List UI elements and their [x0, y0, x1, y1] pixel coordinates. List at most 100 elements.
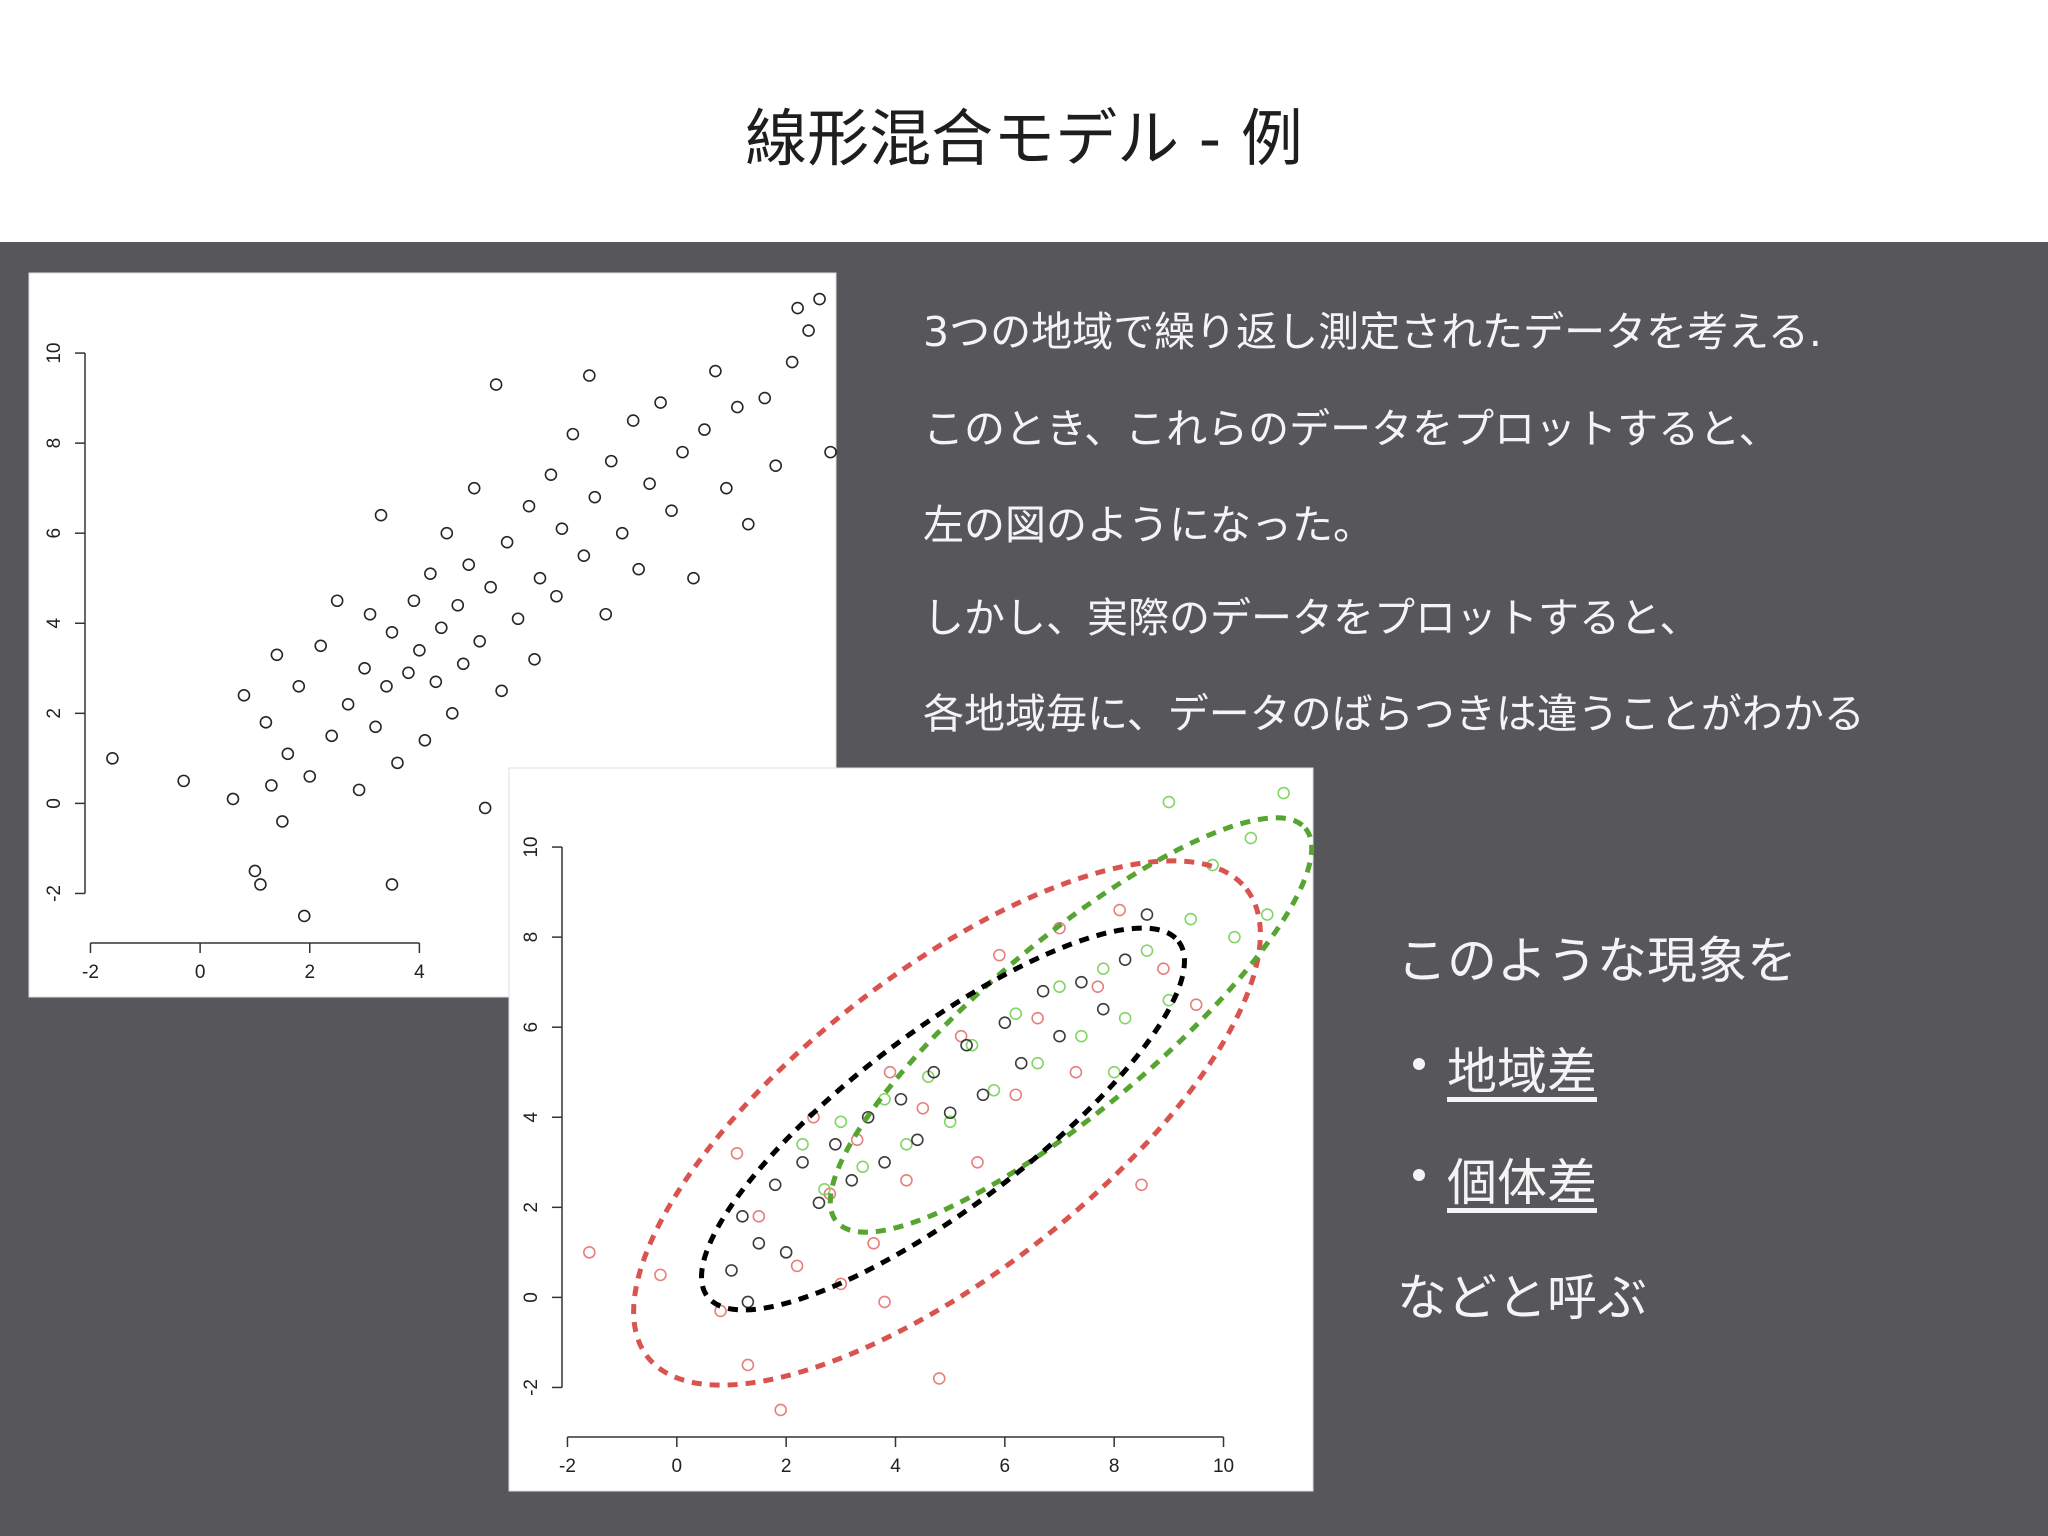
point [709, 364, 722, 378]
point [500, 535, 514, 549]
point [1184, 912, 1198, 926]
point [511, 612, 525, 626]
point [741, 517, 755, 531]
point [813, 292, 826, 306]
region-outline [827, 815, 1315, 1235]
x-tick-label: -2 [559, 1456, 576, 1477]
point [829, 1137, 842, 1151]
point [1075, 1029, 1088, 1043]
region-outline [631, 858, 1263, 1388]
point [1244, 831, 1258, 845]
chart-background [508, 767, 1314, 1492]
point [665, 504, 678, 517]
point [369, 720, 382, 734]
point [1096, 1002, 1110, 1016]
point [1014, 1056, 1028, 1070]
paragraph: しかし、実際のデータをプロットすると、 [923, 594, 1701, 642]
point [297, 909, 311, 923]
point [445, 707, 459, 720]
y-tick-label: 10 [44, 342, 65, 363]
point [1189, 998, 1203, 1011]
point [802, 324, 815, 337]
y-tick-label: 4 [44, 618, 65, 629]
point [544, 468, 558, 481]
y-tick-label: 6 [44, 528, 65, 539]
point [462, 558, 476, 572]
y-tick-label: 0 [44, 798, 65, 809]
point [407, 594, 421, 608]
point [1140, 944, 1154, 957]
point [451, 598, 465, 612]
point [1053, 1029, 1066, 1043]
point [796, 1137, 809, 1151]
point [1031, 1011, 1044, 1025]
point [960, 1038, 973, 1052]
point [900, 1137, 913, 1151]
point [424, 567, 437, 581]
summary-item: 地域差 [1447, 1043, 1597, 1101]
point [550, 589, 563, 603]
point [303, 770, 317, 783]
point [894, 1092, 908, 1106]
point [790, 1259, 804, 1273]
point [1260, 908, 1274, 921]
point [1113, 903, 1126, 917]
point [769, 459, 783, 472]
header [0, 0, 2048, 242]
point [824, 445, 837, 459]
point [352, 783, 366, 797]
point [741, 1358, 755, 1372]
point [341, 698, 355, 711]
point [911, 1133, 924, 1147]
point [954, 1029, 968, 1043]
point [1277, 786, 1290, 800]
point [632, 562, 645, 576]
point [435, 621, 448, 635]
point [752, 1210, 766, 1223]
point [791, 301, 804, 315]
point [237, 689, 251, 702]
point [993, 948, 1006, 962]
point [391, 756, 404, 770]
bullet [1413, 1058, 1425, 1070]
point [654, 1268, 667, 1282]
point [325, 729, 338, 743]
point [489, 378, 503, 391]
point [478, 801, 492, 815]
point [927, 1065, 941, 1079]
point [768, 1178, 782, 1192]
point [812, 1196, 826, 1210]
point [779, 1246, 793, 1259]
x-tick-label: -2 [82, 962, 99, 983]
point [1009, 1088, 1023, 1102]
point [965, 1038, 979, 1052]
point [676, 445, 689, 459]
point [588, 490, 602, 504]
point [1075, 975, 1088, 989]
x-tick-label: 8 [1109, 1456, 1120, 1477]
point [943, 1106, 957, 1120]
point [473, 634, 486, 648]
point [385, 878, 399, 891]
x-tick-label: 4 [890, 1456, 901, 1477]
point [1096, 962, 1110, 975]
point [484, 580, 497, 594]
y-tick-label: 10 [521, 836, 542, 857]
y-tick-label: 4 [521, 1112, 542, 1123]
point [987, 1083, 1001, 1097]
point [1069, 1065, 1083, 1079]
paragraph: 3つの地域で繰り返し測定されたデータを考える. [923, 308, 1822, 356]
point [599, 607, 613, 621]
point [698, 423, 711, 436]
point [1157, 962, 1170, 975]
point [752, 1237, 766, 1250]
summary-closing: などと呼ぶ [1397, 1269, 1647, 1327]
summary-item: 個体差 [1447, 1154, 1597, 1212]
point [429, 675, 443, 689]
point [259, 716, 273, 729]
y-tick-label: 8 [521, 932, 542, 943]
point [330, 594, 344, 608]
point [566, 427, 580, 441]
point [583, 1246, 596, 1259]
